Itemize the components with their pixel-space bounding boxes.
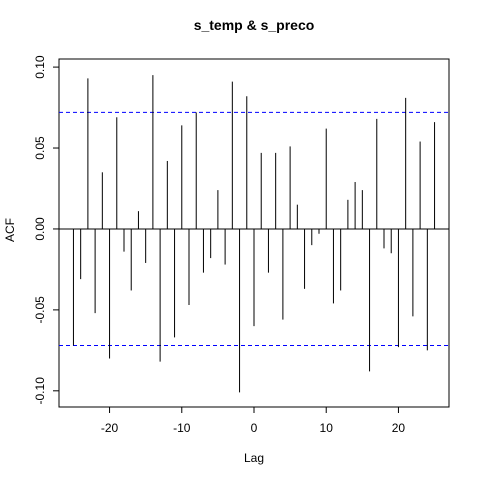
y-tick-label: 0.05 xyxy=(33,136,47,160)
y-tick-label: 0.10 xyxy=(33,55,47,79)
y-axis-label: ACF xyxy=(3,218,17,242)
y-tick-label: 0.00 xyxy=(33,217,47,241)
x-tick-label: 0 xyxy=(251,421,258,435)
y-tick-label: -0.10 xyxy=(33,377,47,405)
x-axis-label: Lag xyxy=(244,451,264,465)
x-tick-label: -20 xyxy=(101,421,119,435)
x-tick-label: -10 xyxy=(173,421,191,435)
x-tick-label: 20 xyxy=(392,421,406,435)
chart-title: s_temp & s_preco xyxy=(194,17,315,33)
plot-area: -20 -10 0 10 20 -0.10 -0.05 0.00 0.05 0.10 xyxy=(33,55,450,435)
x-tick-label: 10 xyxy=(320,421,334,435)
y-tick-label: -0.05 xyxy=(33,296,47,324)
